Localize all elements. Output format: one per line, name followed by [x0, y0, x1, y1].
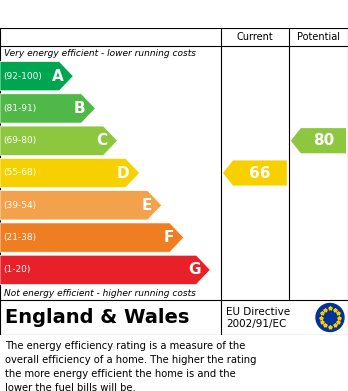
- Text: F: F: [164, 230, 174, 245]
- Polygon shape: [0, 191, 162, 220]
- Polygon shape: [0, 158, 140, 188]
- Polygon shape: [0, 126, 118, 155]
- Text: Very energy efficient - lower running costs: Very energy efficient - lower running co…: [4, 48, 196, 57]
- Text: Energy Efficiency Rating: Energy Efficiency Rating: [10, 5, 239, 23]
- Text: A: A: [52, 69, 63, 84]
- Polygon shape: [0, 223, 184, 252]
- Text: B: B: [74, 101, 85, 116]
- Text: Not energy efficient - higher running costs: Not energy efficient - higher running co…: [4, 289, 196, 298]
- Text: Potential: Potential: [297, 32, 340, 42]
- Text: (1-20): (1-20): [3, 265, 30, 274]
- Polygon shape: [0, 61, 73, 91]
- Text: (81-91): (81-91): [3, 104, 36, 113]
- Text: England & Wales: England & Wales: [5, 308, 189, 327]
- Text: (21-38): (21-38): [3, 233, 36, 242]
- Text: G: G: [188, 262, 200, 277]
- Text: (39-54): (39-54): [3, 201, 36, 210]
- Polygon shape: [0, 255, 210, 285]
- Polygon shape: [223, 160, 287, 186]
- Text: The energy efficiency rating is a measure of the
overall efficiency of a home. T: The energy efficiency rating is a measur…: [5, 341, 256, 391]
- Circle shape: [316, 303, 344, 332]
- Polygon shape: [291, 128, 346, 153]
- Text: E: E: [141, 198, 152, 213]
- Text: 2002/91/EC: 2002/91/EC: [226, 319, 286, 330]
- Text: D: D: [117, 165, 129, 181]
- Text: (55-68): (55-68): [3, 169, 36, 178]
- Text: EU Directive: EU Directive: [226, 307, 290, 317]
- Text: C: C: [96, 133, 108, 148]
- Polygon shape: [0, 94, 95, 123]
- Text: 66: 66: [249, 165, 271, 181]
- Text: (69-80): (69-80): [3, 136, 36, 145]
- Text: Current: Current: [237, 32, 273, 42]
- Text: (92-100): (92-100): [3, 72, 42, 81]
- Text: 80: 80: [313, 133, 334, 148]
